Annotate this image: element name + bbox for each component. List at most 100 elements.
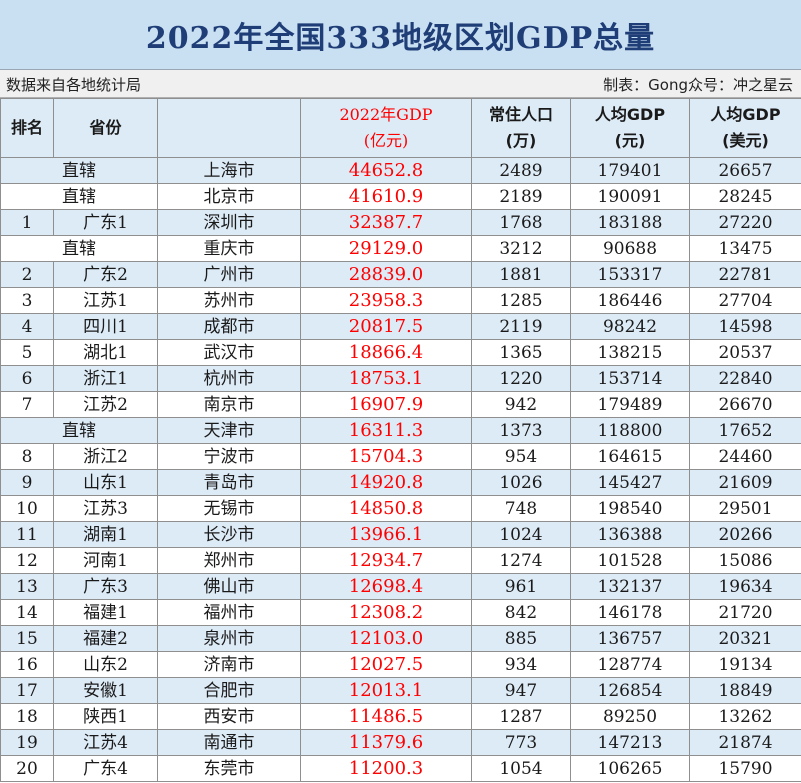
cell-province: 浙江2	[53, 443, 158, 470]
cell-gdp: 11379.6	[300, 729, 472, 756]
table-row: 7 江苏2 南京市 16907.9 942 179489 26670	[0, 391, 801, 418]
table-row: 直辖 上海市 44652.8 2489 179401 26657	[0, 157, 801, 184]
cell-rank: 3	[0, 287, 54, 314]
cell-population: 1024	[471, 521, 571, 548]
cell-province: 湖北1	[53, 339, 158, 366]
cell-per-capita-usd: 26657	[689, 157, 801, 184]
cell-population: 942	[471, 391, 571, 418]
credit-note: 制表：Gong众号：冲之星云	[603, 76, 793, 94]
table-row: 14 福建1 福州市 12308.2 842 146178 21720	[0, 599, 801, 626]
cell-per-capita-cny: 98242	[570, 313, 690, 340]
cell-rank: 12	[0, 547, 54, 574]
table-row: 10 江苏3 无锡市 14850.8 748 198540 29501	[0, 495, 801, 522]
header-per-capita-usd-line1: 人均GDP	[710, 105, 781, 124]
cell-gdp: 12698.4	[300, 573, 472, 600]
cell-gdp: 18753.1	[300, 365, 472, 392]
cell-per-capita-usd: 27704	[689, 287, 801, 314]
cell-population: 1026	[471, 469, 571, 496]
table-row: 3 江苏1 苏州市 23958.3 1285 186446 27704	[0, 287, 801, 314]
cell-city: 杭州市	[157, 365, 301, 392]
cell-city: 合肥市	[157, 677, 301, 704]
cell-city: 郑州市	[157, 547, 301, 574]
cell-province: 陕西1	[53, 703, 158, 730]
cell-province: 广东2	[53, 261, 158, 288]
table-row: 2 广东2 广州市 28839.0 1881 153317 22781	[0, 261, 801, 288]
cell-per-capita-usd: 22840	[689, 365, 801, 392]
header-population-line1: 常住人口	[488, 105, 553, 124]
cell-city: 深圳市	[157, 209, 301, 236]
cell-gdp: 15704.3	[300, 443, 472, 470]
table-row: 直辖 重庆市 29129.0 3212 90688 13475	[0, 235, 801, 262]
cell-per-capita-usd: 24460	[689, 443, 801, 470]
cell-city: 重庆市	[157, 235, 301, 262]
cell-per-capita-cny: 136388	[570, 521, 690, 548]
cell-rank: 8	[0, 443, 54, 470]
cell-city: 泉州市	[157, 625, 301, 652]
cell-per-capita-usd: 19134	[689, 651, 801, 678]
cell-gdp: 12934.7	[300, 547, 472, 574]
table-row: 1 广东1 深圳市 32387.7 1768 183188 27220	[0, 209, 801, 236]
cell-city: 青岛市	[157, 469, 301, 496]
cell-per-capita-usd: 14598	[689, 313, 801, 340]
table-row: 13 广东3 佛山市 12698.4 961 132137 19634	[0, 573, 801, 600]
cell-province: 河南1	[53, 547, 158, 574]
title-bar: 2022年全国333地级区划GDP总量	[0, 0, 801, 70]
cell-gdp: 44652.8	[300, 157, 472, 184]
cell-population: 1768	[471, 209, 571, 236]
cell-per-capita-cny: 101528	[570, 547, 690, 574]
table-row: 16 山东2 济南市 12027.5 934 128774 19134	[0, 651, 801, 678]
cell-gdp: 12308.2	[300, 599, 472, 626]
cell-gdp: 12103.0	[300, 625, 472, 652]
cell-per-capita-usd: 20537	[689, 339, 801, 366]
cell-rank: 19	[0, 729, 54, 756]
table-row: 5 湖北1 武汉市 18866.4 1365 138215 20537	[0, 339, 801, 366]
cell-rank: 6	[0, 365, 54, 392]
cell-rank: 2	[0, 261, 54, 288]
cell-gdp: 11486.5	[300, 703, 472, 730]
cell-population: 1285	[471, 287, 571, 314]
cell-gdp: 13966.1	[300, 521, 472, 548]
cell-province: 江苏4	[53, 729, 158, 756]
cell-per-capita-cny: 138215	[570, 339, 690, 366]
table-row: 8 浙江2 宁波市 15704.3 954 164615 24460	[0, 443, 801, 470]
cell-gdp: 20817.5	[300, 313, 472, 340]
header-gdp: 2022年GDP (亿元)	[300, 98, 472, 158]
header-province: 省份	[53, 98, 158, 158]
cell-population: 2189	[471, 183, 571, 210]
cell-population: 885	[471, 625, 571, 652]
cell-population: 773	[471, 729, 571, 756]
cell-per-capita-usd: 26670	[689, 391, 801, 418]
cell-province: 浙江1	[53, 365, 158, 392]
cell-per-capita-usd: 21609	[689, 469, 801, 496]
cell-per-capita-usd: 18849	[689, 677, 801, 704]
cell-province: 直辖	[0, 183, 158, 210]
cell-per-capita-cny: 179401	[570, 157, 690, 184]
gdp-table: 排名 省份 2022年GDP (亿元) 常住人口 (万) 人均GDP (元) 人…	[0, 98, 801, 782]
source-note: 数据来自各地统计局	[6, 76, 142, 94]
cell-rank: 9	[0, 469, 54, 496]
cell-province: 广东4	[53, 755, 158, 782]
cell-gdp: 16311.3	[300, 417, 472, 444]
cell-per-capita-cny: 89250	[570, 703, 690, 730]
cell-per-capita-cny: 183188	[570, 209, 690, 236]
cell-city: 宁波市	[157, 443, 301, 470]
cell-province: 江苏3	[53, 495, 158, 522]
cell-per-capita-cny: 190091	[570, 183, 690, 210]
cell-city: 广州市	[157, 261, 301, 288]
cell-gdp: 41610.9	[300, 183, 472, 210]
cell-per-capita-usd: 28245	[689, 183, 801, 210]
cell-per-capita-cny: 145427	[570, 469, 690, 496]
header-per-capita-usd: 人均GDP (美元)	[689, 98, 801, 158]
cell-rank: 1	[0, 209, 54, 236]
cell-city: 东莞市	[157, 755, 301, 782]
header-gdp-line2: (亿元)	[363, 131, 409, 150]
cell-population: 1220	[471, 365, 571, 392]
cell-city: 无锡市	[157, 495, 301, 522]
cell-per-capita-cny: 179489	[570, 391, 690, 418]
table-row: 9 山东1 青岛市 14920.8 1026 145427 21609	[0, 469, 801, 496]
cell-province: 直辖	[0, 157, 158, 184]
cell-population: 1274	[471, 547, 571, 574]
cell-gdp: 32387.7	[300, 209, 472, 236]
header-per-capita-cny-line2: (元)	[614, 131, 646, 150]
